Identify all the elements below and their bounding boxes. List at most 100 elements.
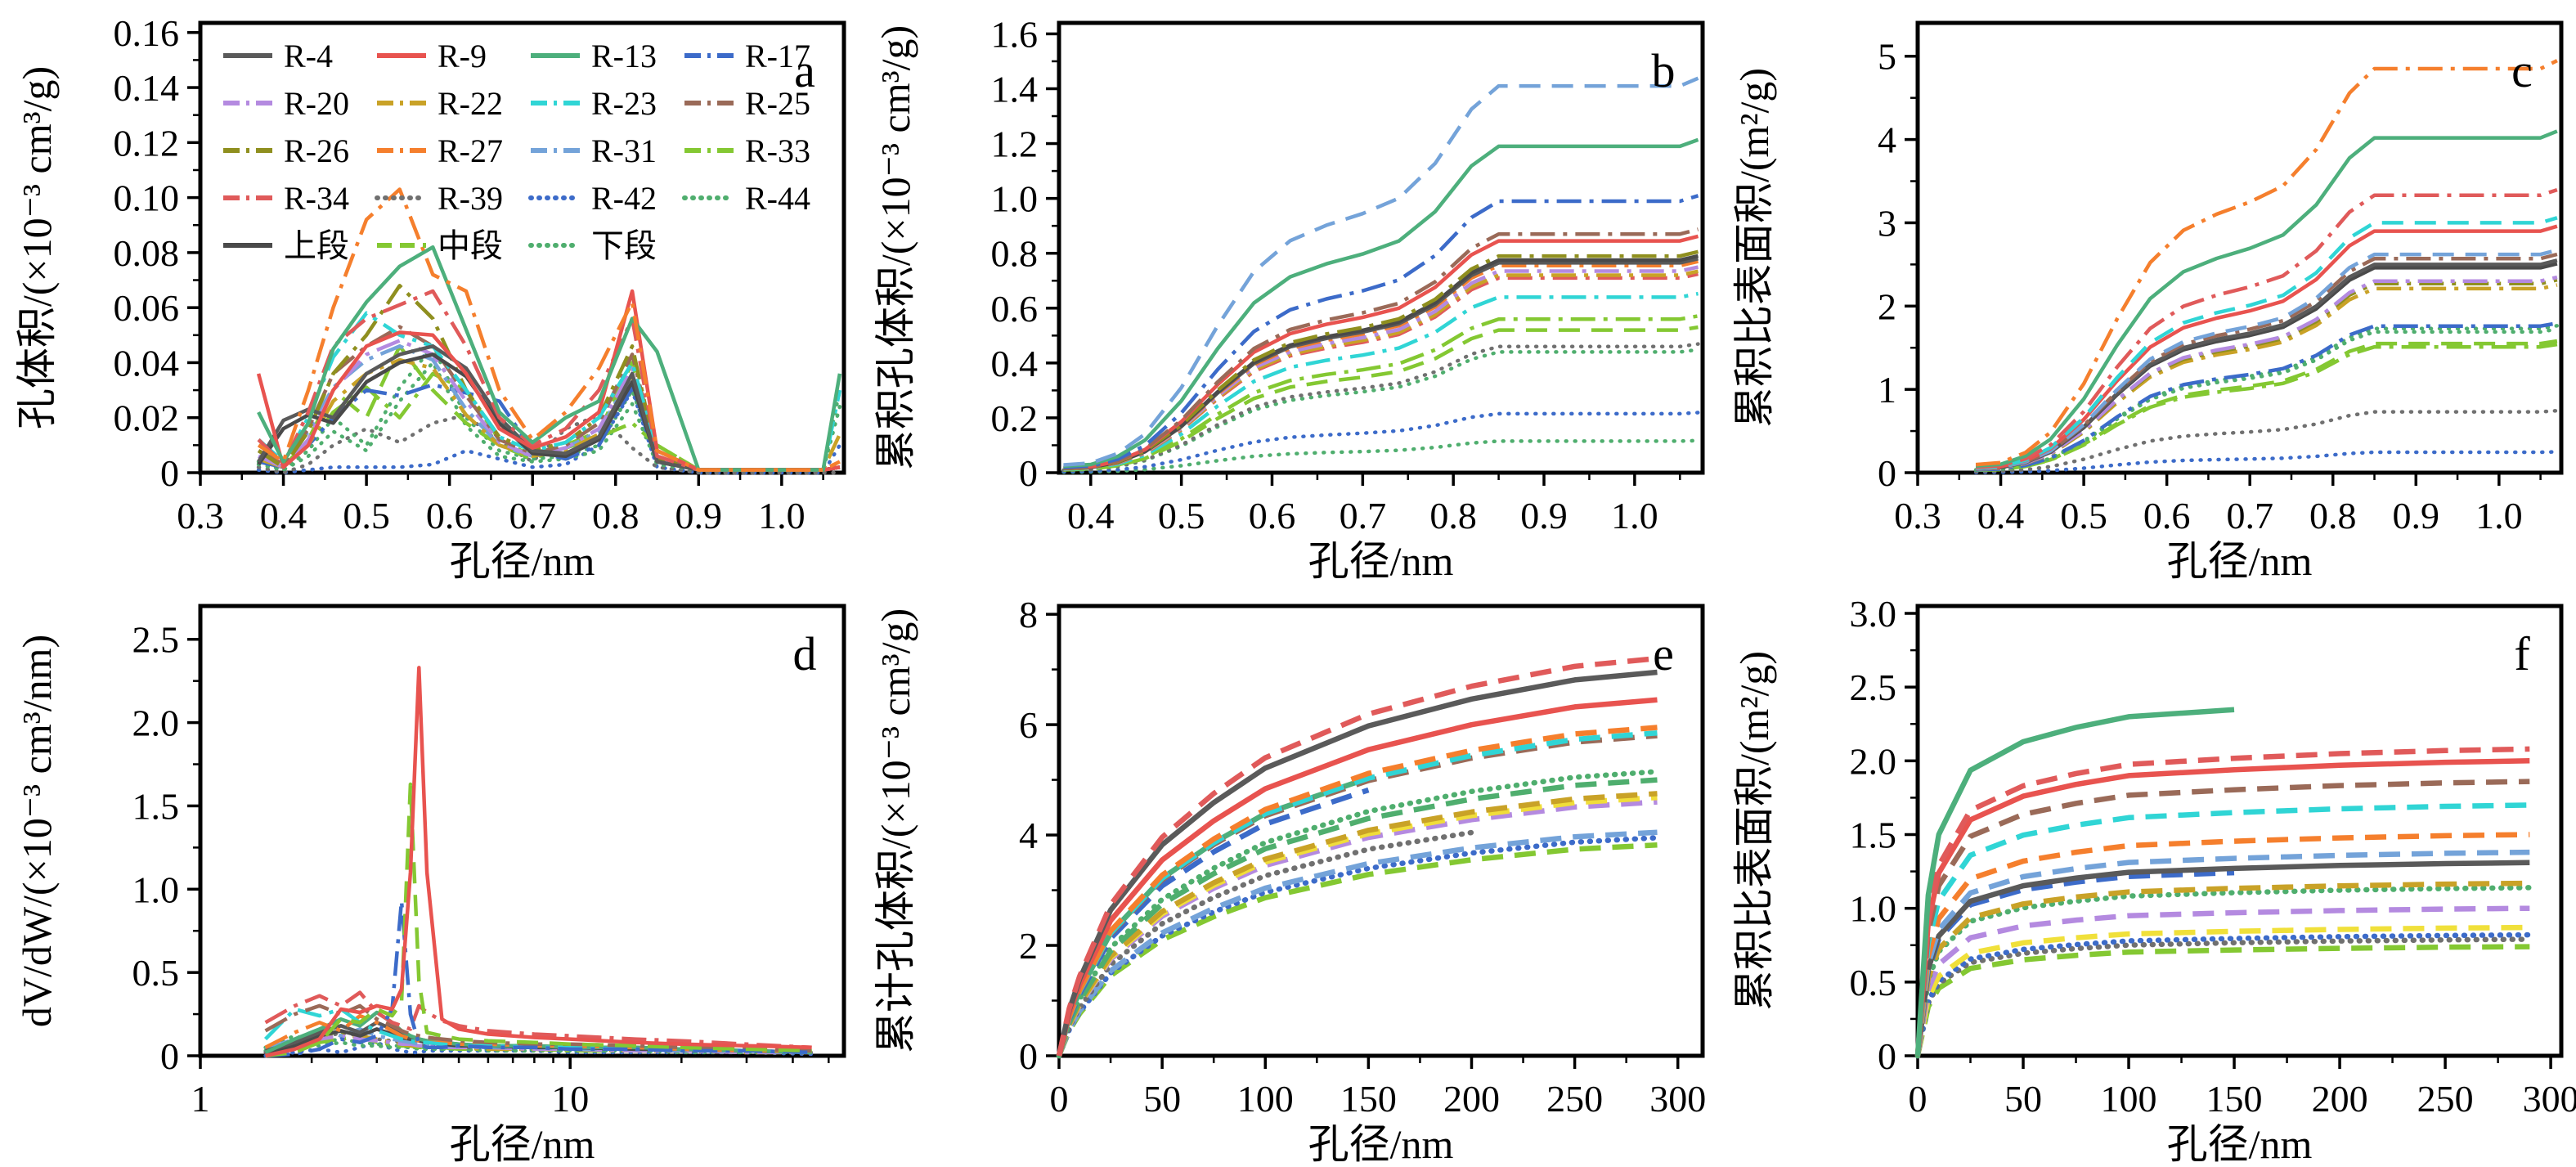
series-下段 — [256, 361, 842, 472]
y-tick-label: 0.4 — [991, 343, 1039, 384]
legend-label-R-42: R-42 — [591, 180, 657, 217]
series-R-42 — [263, 1040, 814, 1058]
plot-frame-a — [198, 20, 846, 475]
x-axis-title-b: 孔径/nm — [1308, 538, 1454, 583]
series-R-20 — [1914, 905, 2530, 1057]
x-tick-label: 0.4 — [1977, 495, 2025, 536]
y-tick-label: 1.2 — [991, 123, 1039, 165]
y-tick-label: 0.5 — [1850, 962, 1897, 1003]
series-R-34 — [1914, 746, 2530, 1057]
y-tick-label: 8 — [1019, 594, 1038, 635]
y-tick-label: 0 — [1878, 452, 1896, 494]
series-R-27 — [257, 187, 841, 472]
series-R-20 — [1056, 799, 1658, 1057]
x-tick-label: 1.0 — [758, 495, 806, 536]
x-tick-label: 0.6 — [2143, 495, 2191, 536]
series-R-22 — [1976, 283, 2558, 471]
panel-letter-b: b — [1652, 44, 1676, 97]
y-tick-label: 3.0 — [1850, 593, 1897, 635]
y-tick-label: 0.8 — [991, 233, 1039, 275]
y-tick-label: 3 — [1878, 202, 1896, 244]
y-tick-label: 0.08 — [114, 232, 180, 274]
y-tick-label: 0 — [160, 1035, 179, 1077]
series-R-13 — [1914, 707, 2235, 1057]
y-tick-label: 1.5 — [1850, 815, 1897, 856]
y-axis-title-b: 累积孔体积/(×10⁻³ cm³/g) — [873, 25, 918, 470]
x-tick-label: 50 — [1143, 1078, 1181, 1120]
legend-label-R-9: R-9 — [438, 38, 487, 74]
series-R-31 — [1914, 849, 2530, 1057]
y-tick-label: 0.14 — [114, 67, 180, 109]
legend-label-上段: 上段 — [284, 227, 349, 264]
x-tick-label: 100 — [1237, 1078, 1294, 1120]
series-R-44 — [1914, 885, 2533, 1059]
y-tick-label: 0 — [160, 452, 179, 494]
series-R-44 — [1056, 769, 1660, 1059]
series-R-20 — [1976, 275, 2558, 471]
legend-label-R-26: R-26 — [284, 132, 349, 169]
series-下段 — [1061, 438, 1700, 474]
y-tick-label: 1.6 — [991, 13, 1039, 55]
series-R-9 — [265, 666, 812, 1058]
panel-letter-c: c — [2511, 44, 2533, 97]
series-下段 — [1056, 777, 1658, 1057]
x-tick-label: 0.6 — [426, 495, 473, 536]
legend: R-4 R-9 R-13 R-17 R-20 R-22 R-23 R-25 R-26 R-27 R-… — [223, 38, 810, 264]
legend-label-R-22: R-22 — [438, 85, 503, 122]
y-tick-label: 4 — [1878, 119, 1896, 161]
y-tick-label: 0.10 — [114, 177, 180, 219]
series-中段 — [265, 782, 812, 1058]
x-tick-label: 0.4 — [1067, 495, 1115, 536]
series-R-31 — [1063, 76, 1699, 467]
y-tick-label: 1.4 — [991, 68, 1039, 110]
legend-label-R-39: R-39 — [438, 180, 503, 217]
x-tick-label: 1.0 — [1611, 495, 1658, 536]
panel-letter-f: f — [2514, 627, 2530, 680]
series-R-23 — [257, 311, 842, 472]
series-R-39 — [1973, 408, 2560, 474]
plot-frame-d — [198, 604, 846, 1058]
series-R-22 — [1914, 880, 2530, 1057]
x-tick-label: 0.3 — [177, 495, 224, 536]
x-tick-label: 100 — [2101, 1078, 2157, 1120]
series-R-31 — [1975, 248, 2558, 470]
y-tick-label: 0.02 — [114, 397, 180, 439]
y-axis-title-d: dV/dW/(×10⁻³ cm³/nm) — [14, 635, 60, 1027]
x-tick-label: 300 — [1649, 1078, 1706, 1120]
series-下段 — [1973, 327, 2560, 472]
y-tick-label: 0.2 — [991, 397, 1039, 439]
panel-letter-a: a — [794, 44, 815, 97]
x-tick-label: 0.6 — [1249, 495, 1296, 536]
y-tick-label: 0.04 — [114, 342, 180, 384]
plot-frame-c — [1915, 20, 2564, 475]
panel-letter-d: d — [793, 627, 817, 680]
y-tick-label: 1.5 — [132, 785, 180, 827]
legend-label-R-33: R-33 — [745, 132, 810, 169]
legend-label-R-23: R-23 — [591, 85, 657, 122]
series-R-17 — [265, 899, 812, 1058]
x-axis-title-c: 孔径/nm — [2167, 538, 2313, 583]
panel-a: 0.3 0.4 0.5 0.6 0.7 0.8 0.9 1.0 0 0.02 0.04 0.06 0.0… — [14, 12, 846, 583]
x-tick-label: 0.7 — [1340, 495, 1387, 536]
x-tick-label: 0.8 — [1429, 495, 1477, 536]
series-R-33 — [1056, 794, 1658, 1057]
y-tick-label: 1.0 — [1850, 888, 1897, 930]
x-tick-label: 200 — [2312, 1078, 2368, 1120]
x-tick-label: 0.9 — [675, 495, 723, 536]
series-R-42 — [1056, 835, 1660, 1059]
y-tick-label: 5 — [1878, 36, 1896, 78]
x-tick-label: 0.5 — [343, 495, 390, 536]
series-R-25 — [1063, 227, 1699, 470]
series-R-17 — [1976, 321, 2558, 472]
x-tick-label: 0.5 — [1158, 495, 1205, 536]
x-tick-label: 0.9 — [1520, 495, 1568, 536]
x-tick-label: 0.8 — [592, 495, 640, 536]
x-axis-title-a: 孔径/nm — [450, 538, 595, 583]
legend-label-R-17: R-17 — [745, 38, 810, 74]
y-tick-label: 0.6 — [991, 288, 1039, 330]
series-R-17 — [1063, 194, 1699, 469]
series-R-34 — [1056, 655, 1658, 1057]
x-tick-label: 250 — [1546, 1078, 1603, 1120]
legend-label-R-27: R-27 — [438, 132, 503, 169]
y-tick-label: 2.5 — [1850, 667, 1897, 708]
